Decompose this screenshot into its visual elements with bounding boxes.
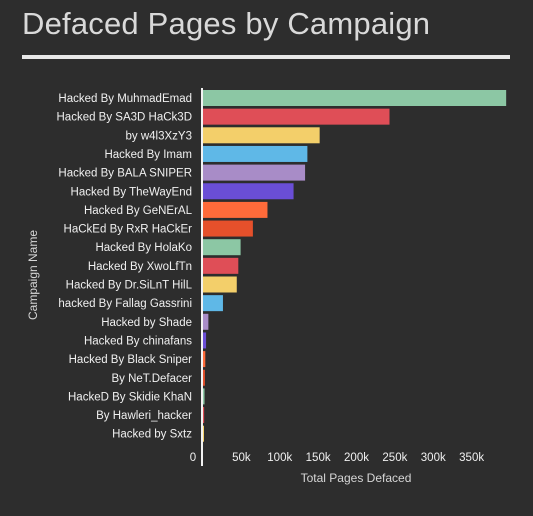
category-label: Hacked by Shade	[101, 317, 192, 329]
bar	[203, 295, 223, 312]
bar	[203, 127, 320, 144]
category-label: Hacked by Sxtz	[112, 429, 192, 441]
category-label: Hacked By MuhmadEmad	[58, 93, 192, 105]
category-label: Hacked By XwoLfTn	[88, 261, 192, 273]
bar	[203, 108, 390, 125]
bar	[203, 369, 205, 386]
bar	[203, 90, 507, 106]
bar	[203, 164, 306, 181]
x-tick-labels: 0 50k 100k 150k 200k 250k 300k 350k	[190, 452, 485, 464]
bars	[203, 90, 507, 442]
category-label: Hacked By TheWayEnd	[71, 186, 192, 198]
y-axis-title: Campaign Name	[26, 230, 40, 320]
x-tick-label: 50k	[232, 452, 251, 464]
category-label: Hacked By Imam	[104, 149, 192, 161]
category-label: Hacked By GeNErAL	[84, 205, 193, 217]
bar	[203, 276, 237, 293]
category-label: hacked By Fallag Gassrini	[58, 298, 192, 310]
x-tick-label: 200k	[344, 452, 369, 464]
bar	[203, 313, 209, 330]
x-tick-label: 250k	[382, 452, 407, 464]
category-label: By Hawleri_hacker	[96, 410, 192, 422]
x-axis-title: Total Pages Defaced	[301, 471, 412, 485]
category-label: HaCkEd By RxR HaCkEr	[64, 224, 193, 236]
category-label: Hacked By Dr.SiLnT HilL	[66, 280, 193, 292]
category-label: Hacked By chinafans	[84, 335, 192, 347]
bar	[203, 257, 239, 274]
bar	[203, 332, 207, 349]
bar	[203, 351, 206, 368]
category-label: Hacked By BALA SNIPER	[58, 168, 192, 180]
bar	[203, 201, 268, 218]
category-label: HackeD By Skidie KhaN	[68, 391, 192, 403]
x-tick-label: 300k	[421, 452, 446, 464]
category-label: By NeT.Defacer	[111, 373, 192, 385]
bar	[203, 145, 308, 162]
category-label: Hacked By HolaKo	[95, 242, 192, 254]
chart-title: Defaced Pages by Campaign	[22, 6, 431, 41]
category-label: Hacked By Black Sniper	[69, 354, 193, 366]
x-tick-label: 150k	[306, 452, 331, 464]
bar	[203, 183, 294, 200]
bar	[203, 388, 205, 405]
bar	[203, 425, 204, 442]
bar	[203, 407, 205, 424]
bar	[203, 239, 241, 256]
x-tick-label: 350k	[459, 452, 484, 464]
x-tick-label: 0	[190, 452, 196, 464]
x-tick-label: 100k	[267, 452, 292, 464]
category-label: Hacked By SA3D HaCk3D	[57, 112, 193, 124]
category-label: by w4l3XzY3	[126, 130, 192, 142]
bar	[203, 220, 253, 237]
category-labels: Hacked By MuhmadEmad Hacked By SA3D HaCk3…	[57, 93, 193, 441]
title-underline	[22, 55, 510, 59]
